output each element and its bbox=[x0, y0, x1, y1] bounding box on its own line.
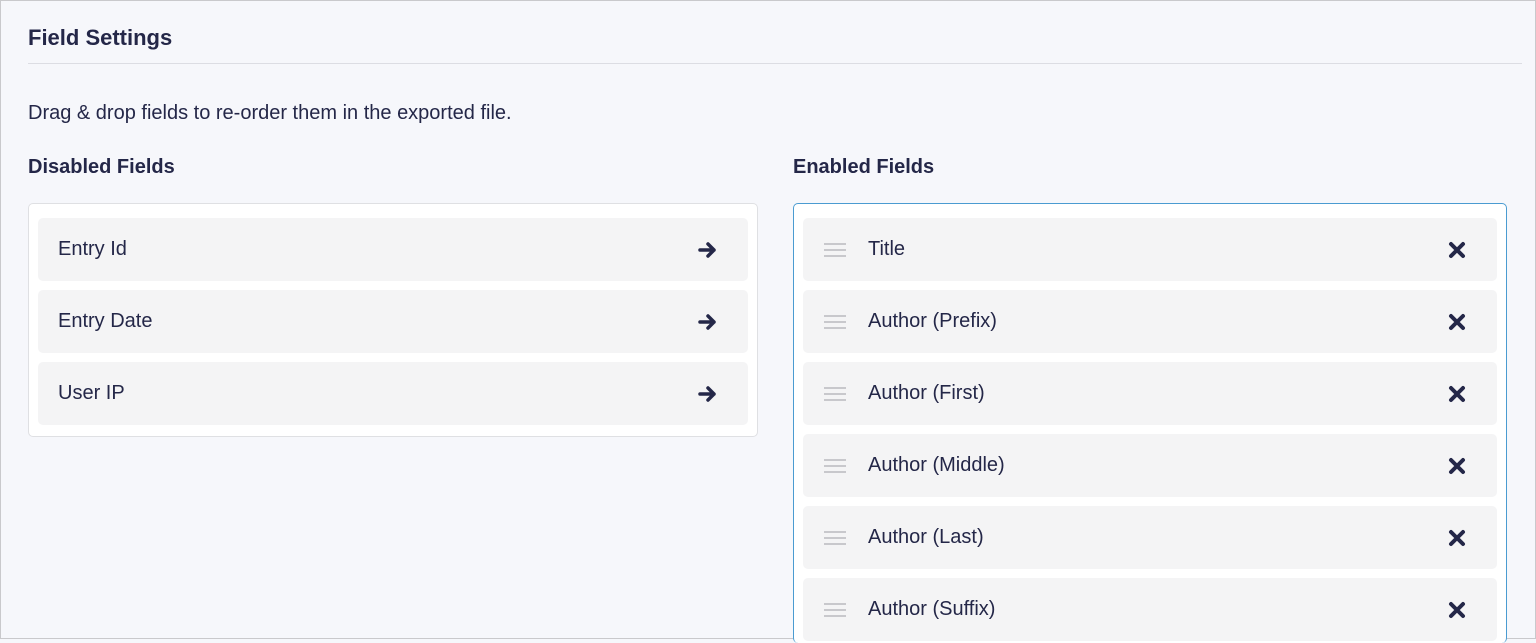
field-label: Entry Date bbox=[58, 310, 153, 332]
field-label: Entry Id bbox=[58, 238, 127, 260]
remove-x-icon[interactable] bbox=[1445, 454, 1469, 478]
enabled-field-item[interactable]: Author (First) bbox=[803, 362, 1497, 425]
drag-handle-icon[interactable] bbox=[824, 386, 846, 401]
drag-handle-icon[interactable] bbox=[824, 602, 846, 617]
enabled-field-item[interactable]: Author (Prefix) bbox=[803, 290, 1497, 353]
field-label: Title bbox=[868, 238, 906, 260]
field-label: Author (Middle) bbox=[868, 454, 1005, 476]
field-label: Author (Prefix) bbox=[868, 310, 997, 332]
disabled-field-item[interactable]: Entry Date bbox=[38, 290, 748, 353]
field-label: User IP bbox=[58, 382, 125, 404]
enabled-field-item[interactable]: Author (Middle) bbox=[803, 434, 1497, 497]
drag-handle-icon[interactable] bbox=[824, 314, 846, 329]
remove-x-icon[interactable] bbox=[1445, 382, 1469, 406]
disabled-fields-list: Entry Id Entry Date User IP bbox=[28, 203, 758, 437]
enabled-fields-heading: Enabled Fields bbox=[793, 156, 935, 178]
enable-arrow-icon[interactable] bbox=[696, 382, 720, 406]
remove-x-icon[interactable] bbox=[1445, 238, 1469, 262]
disabled-field-item[interactable]: Entry Id bbox=[38, 218, 748, 281]
drag-handle-icon[interactable] bbox=[824, 458, 846, 473]
field-label: Author (Suffix) bbox=[868, 598, 996, 620]
remove-x-icon[interactable] bbox=[1445, 598, 1469, 622]
enabled-field-item[interactable]: Author (Suffix) bbox=[803, 578, 1497, 641]
remove-x-icon[interactable] bbox=[1445, 310, 1469, 334]
section-title: Field Settings bbox=[28, 25, 173, 50]
enabled-fields-list: Title Author (Prefix) Author (First) Author… bbox=[793, 203, 1507, 643]
enable-arrow-icon[interactable] bbox=[696, 238, 720, 262]
remove-x-icon[interactable] bbox=[1445, 526, 1469, 550]
disabled-field-item[interactable]: User IP bbox=[38, 362, 748, 425]
enable-arrow-icon[interactable] bbox=[696, 310, 720, 334]
divider bbox=[28, 63, 1522, 64]
drag-handle-icon[interactable] bbox=[824, 530, 846, 545]
enabled-field-item[interactable]: Title bbox=[803, 218, 1497, 281]
drag-handle-icon[interactable] bbox=[824, 242, 846, 257]
instructions: Drag & drop fields to re-order them in t… bbox=[28, 102, 512, 124]
disabled-fields-heading: Disabled Fields bbox=[28, 156, 175, 178]
field-label: Author (First) bbox=[868, 382, 985, 404]
enabled-field-item[interactable]: Author (Last) bbox=[803, 506, 1497, 569]
field-label: Author (Last) bbox=[868, 526, 984, 548]
